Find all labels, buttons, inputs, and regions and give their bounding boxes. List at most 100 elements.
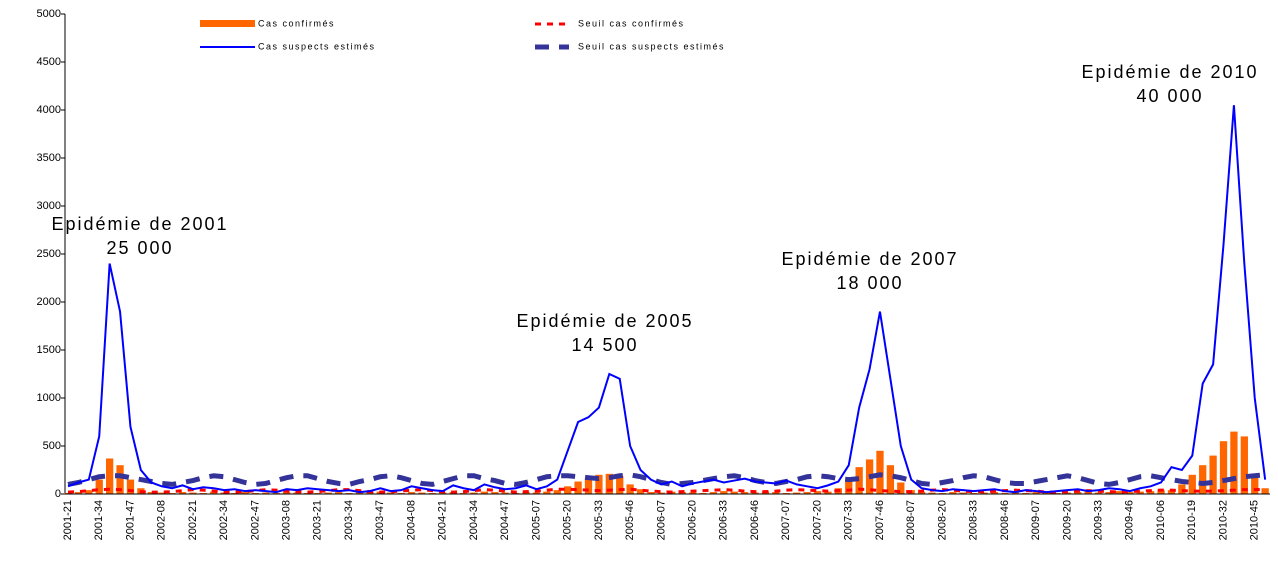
legend-label: Seuil cas suspects estimés bbox=[578, 41, 725, 51]
x-tick-label: 2008-33 bbox=[968, 500, 980, 540]
y-tick-label: 1000 bbox=[37, 392, 61, 404]
bar bbox=[1084, 491, 1092, 494]
x-tick-label: 2004-21 bbox=[437, 500, 449, 540]
bar bbox=[886, 465, 895, 494]
x-tick-label: 2007-33 bbox=[843, 500, 855, 540]
bar bbox=[1230, 431, 1238, 494]
bar bbox=[636, 489, 645, 494]
bar bbox=[564, 486, 572, 494]
annotation: 40 000 bbox=[1136, 86, 1203, 106]
bar bbox=[158, 492, 166, 494]
bar bbox=[928, 492, 936, 494]
bar bbox=[335, 492, 343, 494]
x-tick-label: 2003-47 bbox=[374, 500, 386, 540]
bar bbox=[1209, 455, 1217, 494]
x-tick-label: 2010-19 bbox=[1186, 500, 1198, 540]
x-tick-label: 2005-20 bbox=[562, 500, 574, 540]
bar bbox=[1126, 492, 1134, 494]
bar bbox=[1011, 492, 1019, 494]
bar bbox=[324, 492, 332, 494]
bar bbox=[85, 490, 93, 494]
bar bbox=[616, 475, 624, 494]
bar bbox=[262, 492, 270, 494]
bar bbox=[1074, 492, 1082, 494]
x-tick-label: 2002-08 bbox=[156, 500, 168, 540]
bar bbox=[813, 491, 822, 494]
bar bbox=[793, 492, 801, 494]
x-tick-label: 2001-47 bbox=[124, 500, 136, 540]
x-tick-label: 2002-21 bbox=[187, 500, 199, 540]
legend-swatch bbox=[200, 20, 255, 27]
y-tick-label: 4500 bbox=[37, 56, 61, 68]
bar bbox=[189, 492, 197, 494]
y-tick-label: 3500 bbox=[37, 152, 61, 164]
bar bbox=[532, 492, 541, 494]
x-tick-label: 2006-33 bbox=[718, 500, 730, 540]
x-tick-label: 2007-46 bbox=[874, 500, 886, 540]
bar bbox=[657, 492, 666, 494]
x-tick-label: 2003-08 bbox=[281, 500, 293, 540]
annotation: Epidémie de 2007 bbox=[781, 249, 958, 269]
bar bbox=[605, 473, 613, 494]
x-tick-label: 2009-33 bbox=[1092, 500, 1104, 540]
bar bbox=[720, 491, 728, 494]
bar bbox=[709, 492, 718, 494]
bar bbox=[897, 482, 905, 494]
bar bbox=[241, 492, 249, 494]
bar bbox=[178, 492, 187, 494]
x-tick-label: 2008-46 bbox=[999, 500, 1011, 540]
x-tick-label: 2001-34 bbox=[93, 500, 105, 540]
bar bbox=[1136, 491, 1144, 494]
bar bbox=[1157, 490, 1165, 494]
bar bbox=[730, 491, 738, 494]
bar bbox=[480, 491, 489, 494]
bar bbox=[1032, 492, 1040, 494]
bar bbox=[282, 492, 291, 494]
x-tick-label: 2001-21 bbox=[62, 500, 74, 540]
x-tick-label: 2002-47 bbox=[249, 500, 261, 540]
x-tick-label: 2010-06 bbox=[1155, 500, 1167, 540]
y-tick-label: 2000 bbox=[37, 296, 61, 308]
bar bbox=[1188, 474, 1196, 494]
x-tick-label: 2004-08 bbox=[405, 500, 417, 540]
bar bbox=[1178, 484, 1186, 494]
x-tick-label: 2007-20 bbox=[811, 500, 823, 540]
bar bbox=[574, 481, 582, 494]
bar bbox=[647, 492, 655, 494]
bar bbox=[751, 492, 759, 494]
y-tick-label: 3000 bbox=[37, 200, 61, 212]
bar bbox=[741, 492, 749, 494]
bar bbox=[1167, 490, 1176, 494]
bar bbox=[626, 484, 634, 494]
bar bbox=[116, 465, 124, 494]
bar bbox=[1146, 491, 1155, 494]
bar bbox=[824, 491, 832, 494]
bar bbox=[949, 492, 957, 494]
x-tick-label: 2008-20 bbox=[936, 500, 948, 540]
bar bbox=[1063, 492, 1072, 494]
legend-label: Seuil cas confirmés bbox=[578, 18, 685, 28]
y-tick-label: 4000 bbox=[37, 104, 61, 116]
x-tick-label: 2006-46 bbox=[749, 500, 761, 540]
x-tick-label: 2003-21 bbox=[312, 500, 324, 540]
bar bbox=[553, 490, 561, 494]
x-tick-label: 2009-07 bbox=[1030, 500, 1042, 540]
x-tick-label: 2010-45 bbox=[1249, 500, 1261, 540]
bar bbox=[74, 492, 83, 494]
bar bbox=[803, 492, 811, 494]
bar bbox=[470, 492, 478, 494]
bar bbox=[959, 492, 967, 494]
bar bbox=[1251, 474, 1259, 494]
annotation: 14 500 bbox=[571, 335, 638, 355]
bar bbox=[595, 474, 603, 494]
x-tick-label: 2009-20 bbox=[1061, 500, 1073, 540]
bar bbox=[105, 458, 114, 494]
bar bbox=[980, 492, 988, 494]
bar bbox=[407, 492, 416, 494]
bar bbox=[1240, 436, 1248, 494]
legend-label: Cas suspects estimés bbox=[258, 41, 376, 51]
bar bbox=[543, 491, 551, 494]
bar bbox=[1105, 492, 1113, 494]
bar bbox=[1219, 441, 1228, 494]
